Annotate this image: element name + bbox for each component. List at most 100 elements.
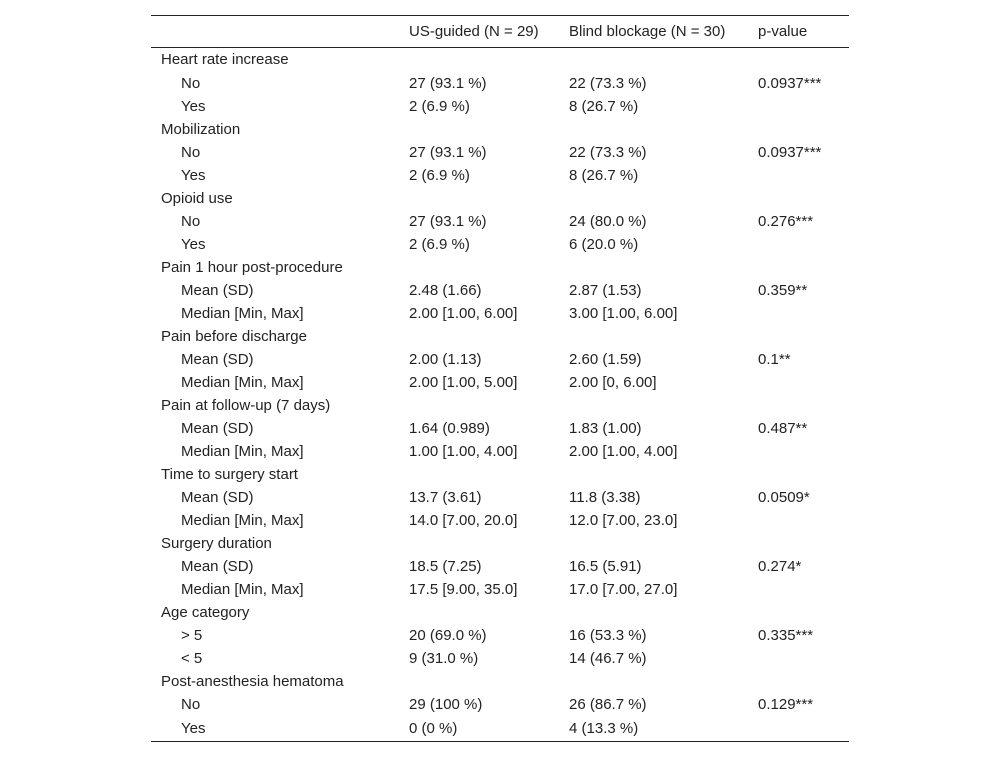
data-row: Mean (SD) 2.00 (1.13) 2.60 (1.59) 0.1**	[151, 348, 849, 371]
us-guided-cell: 2.00 (1.13)	[409, 350, 482, 368]
p-value-cell	[758, 233, 849, 256]
empty-cell	[758, 187, 849, 210]
header-cell: p-value	[758, 23, 808, 40]
p-value-cell	[758, 578, 849, 601]
row-label: < 5	[181, 649, 203, 667]
empty-cell	[409, 187, 569, 210]
empty-cell	[758, 48, 849, 72]
data-row: Mean (SD) 18.5 (7.25) 16.5 (5.91) 0.274*	[151, 555, 849, 578]
blind-cell: 22 (73.3 %)	[569, 143, 647, 161]
group-label: Time to surgery start	[161, 465, 298, 483]
row-label: Mean (SD)	[181, 281, 254, 299]
data-row: Mean (SD) 2.48 (1.66) 2.87 (1.53) 0.359**	[151, 279, 849, 302]
blind-cell: 6 (20.0 %)	[569, 235, 639, 253]
p-value-cell	[758, 302, 849, 325]
us-guided-cell: 20 (69.0 %)	[409, 626, 487, 644]
p-value-cell	[758, 164, 849, 187]
row-label: Median [Min, Max]	[181, 511, 304, 529]
us-guided-cell: 2 (6.9 %)	[409, 97, 470, 115]
data-row: No 27 (93.1 %) 24 (80.0 %) 0.276***	[151, 210, 849, 233]
p-value-cell: 0.129***	[758, 695, 814, 713]
group-label: Surgery duration	[161, 534, 272, 552]
empty-cell	[409, 670, 569, 693]
row-label: > 5	[181, 626, 203, 644]
data-row: Median [Min, Max] 1.00 [1.00, 4.00] 2.00 […	[151, 440, 849, 463]
p-value-cell: 0.0937***	[758, 74, 822, 92]
blind-cell: 11.8 (3.38)	[569, 488, 641, 506]
blind-cell: 2.00 [1.00, 4.00]	[569, 442, 678, 460]
blind-cell: 22 (73.3 %)	[569, 74, 647, 92]
row-label: Yes	[181, 166, 206, 184]
group-label: Pain before discharge	[161, 327, 307, 345]
group-row: Mobilization	[151, 118, 849, 141]
p-value-cell: 0.335***	[758, 626, 814, 644]
data-row: No 29 (100 %) 26 (86.7 %) 0.129***	[151, 693, 849, 716]
empty-cell	[409, 394, 569, 417]
us-guided-cell: 2 (6.9 %)	[409, 166, 470, 184]
group-row: Pain at follow-up (7 days)	[151, 394, 849, 417]
us-guided-cell: 1.00 [1.00, 4.00]	[409, 442, 518, 460]
data-row: Yes 2 (6.9 %) 8 (26.7 %)	[151, 164, 849, 187]
data-row: Median [Min, Max] 17.5 [9.00, 35.0] 17.0 […	[151, 578, 849, 601]
blind-cell: 3.00 [1.00, 6.00]	[569, 304, 678, 322]
blind-cell: 12.0 [7.00, 23.0]	[569, 511, 678, 529]
group-row: Opioid use	[151, 187, 849, 210]
empty-cell	[569, 118, 758, 141]
p-value-cell	[758, 509, 849, 532]
group-label: Age category	[161, 603, 250, 621]
p-value-cell	[758, 371, 849, 394]
group-row: Post-anesthesia hematoma	[151, 670, 849, 693]
data-row: No 27 (93.1 %) 22 (73.3 %) 0.0937***	[151, 141, 849, 164]
table-body: Heart rate increase No 27 (93.1 %) 22 (73.3…	[151, 48, 849, 742]
group-label: Opioid use	[161, 189, 233, 207]
empty-cell	[569, 532, 758, 555]
header-cell	[151, 16, 409, 48]
row-label: Median [Min, Max]	[181, 580, 304, 598]
empty-cell	[758, 463, 849, 486]
p-value-cell: 0.487**	[758, 419, 808, 437]
table-container: US-guided (N = 29) Blind blockage (N = 30…	[151, 15, 849, 742]
p-value-cell	[758, 95, 849, 118]
blind-cell: 26 (86.7 %)	[569, 695, 647, 713]
us-guided-cell: 2.48 (1.66)	[409, 281, 482, 299]
empty-cell	[569, 463, 758, 486]
group-label: Heart rate increase	[161, 51, 289, 69]
empty-cell	[758, 670, 849, 693]
empty-cell	[409, 48, 569, 72]
empty-cell	[409, 325, 569, 348]
row-label: No	[181, 74, 201, 92]
header-cell: Blind blockage (N = 30)	[569, 23, 726, 40]
group-row: Pain 1 hour post-procedure	[151, 256, 849, 279]
p-value-cell: 0.1**	[758, 350, 791, 368]
data-row: Median [Min, Max] 2.00 [1.00, 5.00] 2.00 […	[151, 371, 849, 394]
blind-cell: 2.60 (1.59)	[569, 350, 642, 368]
us-guided-cell: 27 (93.1 %)	[409, 74, 487, 92]
empty-cell	[569, 187, 758, 210]
data-row: Yes 0 (0 %) 4 (13.3 %)	[151, 716, 849, 742]
empty-cell	[758, 532, 849, 555]
us-guided-cell: 0 (0 %)	[409, 719, 458, 737]
p-value-cell: 0.274*	[758, 557, 802, 575]
p-value-cell	[758, 440, 849, 463]
row-label: Mean (SD)	[181, 350, 254, 368]
row-label: Median [Min, Max]	[181, 304, 304, 322]
header-row: US-guided (N = 29) Blind blockage (N = 30…	[151, 16, 849, 48]
us-guided-cell: 27 (93.1 %)	[409, 143, 487, 161]
empty-cell	[569, 670, 758, 693]
blind-cell: 1.83 (1.00)	[569, 419, 642, 437]
empty-cell	[569, 325, 758, 348]
blind-cell: 16.5 (5.91)	[569, 557, 642, 575]
group-label: Post-anesthesia hematoma	[161, 672, 344, 690]
table-header: US-guided (N = 29) Blind blockage (N = 30…	[151, 15, 849, 48]
group-label: Mobilization	[161, 120, 241, 138]
blind-cell: 2.00 [0, 6.00]	[569, 373, 657, 391]
data-row: Mean (SD) 1.64 (0.989) 1.83 (1.00) 0.487**	[151, 417, 849, 440]
group-row: Pain before discharge	[151, 325, 849, 348]
row-label: Mean (SD)	[181, 488, 254, 506]
data-row: < 5 9 (31.0 %) 14 (46.7 %)	[151, 647, 849, 670]
empty-cell	[569, 48, 758, 72]
row-label: Mean (SD)	[181, 557, 254, 575]
group-row: Heart rate increase	[151, 48, 849, 72]
row-label: No	[181, 143, 201, 161]
empty-cell	[758, 325, 849, 348]
